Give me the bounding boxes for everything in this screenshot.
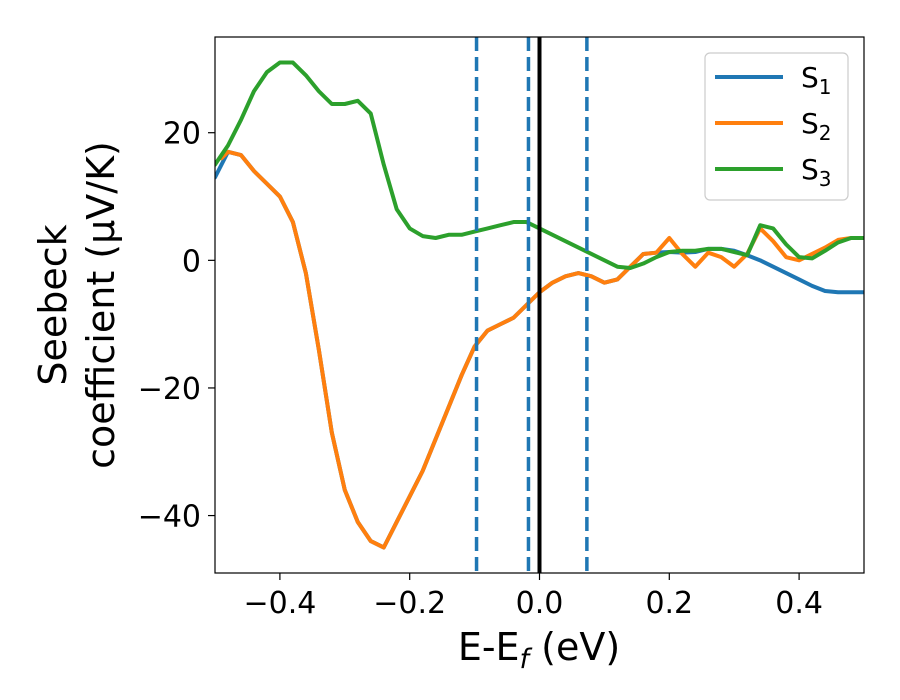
y-tick-label: 20	[163, 117, 201, 152]
y-axis-title-line-1: Seebeck	[31, 224, 75, 385]
series-line-s2	[219, 149, 864, 550]
x-axis: −0.4 −0.2 0.0 0.2 0.4	[243, 573, 823, 621]
legend-box	[704, 52, 849, 201]
x-axis-title: E-Ef (eV)	[458, 625, 620, 675]
y-axis: −40 −20 0 20	[138, 117, 215, 535]
legend-label-s3: S3	[801, 153, 832, 191]
x-tick-label: −0.4	[243, 586, 316, 621]
y-axis-title-line-2: coefficient (μV/K)	[79, 141, 123, 469]
legend: S1 S2 S3	[704, 52, 849, 201]
y-tick-label: 0	[182, 244, 201, 279]
plot-area	[215, 37, 864, 573]
y-tick-label: −20	[138, 372, 201, 407]
y-tick-label: −40	[138, 500, 201, 535]
x-tick-label: 0.2	[645, 586, 693, 621]
legend-label-s2: S2	[801, 107, 832, 145]
x-tick-label: 0.0	[516, 586, 564, 621]
legend-label-s1: S1	[801, 61, 832, 99]
x-tick-label: 0.4	[775, 586, 823, 621]
x-tick-label: −0.2	[373, 586, 446, 621]
